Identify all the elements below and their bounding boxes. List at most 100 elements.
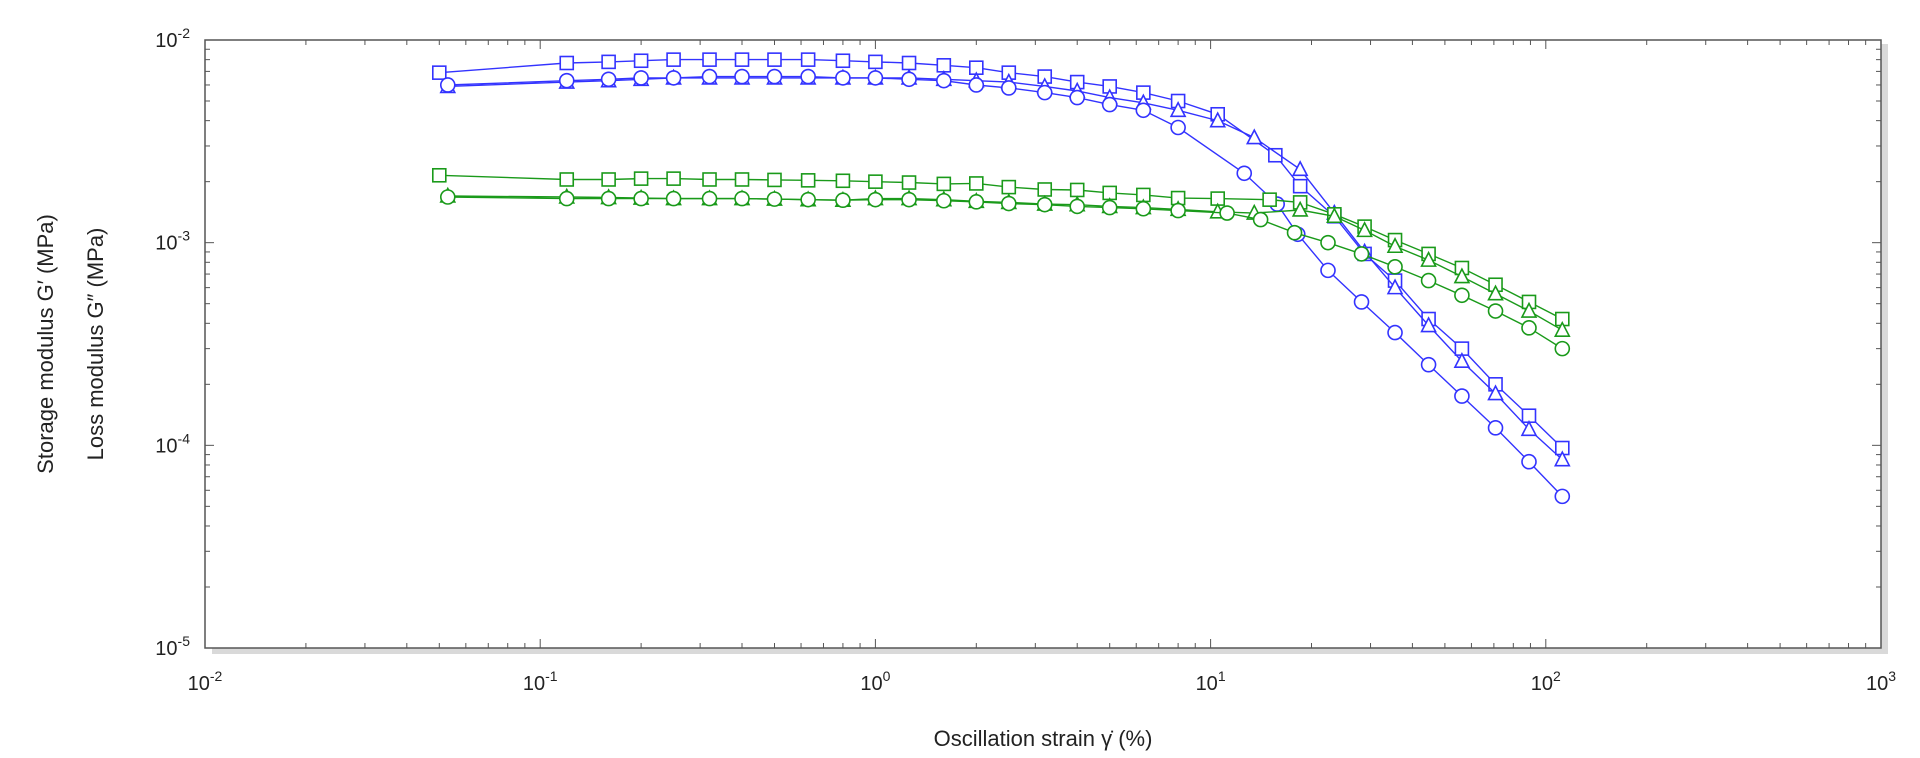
data-point-circle [867,191,884,208]
y-axis-title-storage: Storage modulus G′ (MPa) [33,214,58,474]
x-tick-label: 103 [1866,668,1896,695]
data-point-circle [701,68,718,85]
data-point-triangle [1520,420,1538,437]
y-tick-label: 10-2 [155,25,190,52]
x-tick-label: 102 [1531,668,1561,695]
y-tick-label-base: 10 [155,638,177,660]
data-point-circle [1521,320,1537,336]
data-point-square [800,52,816,67]
y-tick-label: 10-5 [155,633,190,660]
data-point-circle [734,190,750,207]
data-point-circle [665,70,682,86]
data-point-square [969,176,984,191]
data-point-circle [439,77,456,93]
data-point-circle [968,77,985,93]
data-point-circle [1069,89,1086,106]
data-point-triangle [1169,101,1187,118]
data-point-circle [1286,224,1303,241]
data-point-square [666,52,681,67]
x-tick-label: 10-2 [188,668,223,695]
data-point-square [868,54,883,70]
y-tick-label-base: 10 [155,435,177,457]
x-tick-label: 10-1 [523,668,558,695]
series-layer [431,52,1571,505]
data-point-circle [1036,84,1053,101]
data-point-circle [1387,324,1403,341]
data-point-square [1262,192,1277,207]
x-axis-title: Oscillation strain γ̇ (%) [934,726,1153,751]
data-point-square [734,172,750,187]
data-point-circle [1252,211,1269,228]
series-loss-square [431,167,1570,327]
x-tick-label-exponent: 0 [883,668,891,684]
data-point-triangle [1420,250,1437,267]
x-tick-label: 100 [860,668,890,695]
data-point-square [633,171,649,186]
x-tick-label-exponent: -1 [545,668,558,684]
data-point-circle [1036,196,1053,213]
data-point-triangle [1386,278,1404,295]
data-point-square [800,173,816,188]
data-point-circle [665,190,682,207]
data-point-square [868,174,883,189]
x-tick-label-base: 10 [1866,673,1888,695]
data-point-circle [1353,294,1370,310]
x-tick-label-exponent: -2 [210,668,223,684]
data-point-circle [1000,80,1017,96]
data-point-circle [1554,488,1571,505]
y-tick-label: 10-3 [155,228,190,255]
data-point-circle [835,70,851,86]
x-tick-labels: 10-2 10-1 100 101 102 103 [188,668,1897,695]
data-point-circle [766,68,783,85]
data-point-triangle [1487,284,1504,301]
data-point-circle [1353,246,1370,262]
y-tick-label: 10-4 [155,430,190,457]
data-point-circle [968,194,985,210]
data-point-triangle [1291,200,1309,217]
data-point-circle [1454,388,1470,404]
axis-ticks [204,40,1881,649]
x-tick-label-base: 10 [1531,673,1553,695]
data-point-triangle [1453,351,1471,369]
data-point-circle [633,190,649,207]
x-tick-label: 101 [1196,668,1226,695]
data-point-circle [1320,234,1336,251]
data-point-circle [1387,259,1403,275]
data-point-square [835,173,851,189]
data-point-square [1037,182,1053,197]
data-point-circle [1236,165,1253,182]
data-point-triangle [1553,320,1571,337]
data-point-triangle [1245,128,1263,145]
data-point-circle [734,68,750,85]
data-point-square [633,53,649,69]
data-point-circle [1170,119,1186,136]
data-point-circle [936,72,952,89]
x-tick-label-base: 10 [860,673,882,695]
data-point-triangle [1487,384,1504,401]
data-point-square [601,54,616,70]
data-point-circle [1101,199,1118,216]
data-point-circle [1069,198,1086,215]
data-point-circle [600,71,617,88]
data-point-square [936,58,952,73]
data-point-circle [701,190,718,207]
data-point-circle [901,191,917,208]
data-point-square [666,171,681,186]
data-point-circle [1000,195,1017,212]
data-point-square [901,175,917,190]
data-point-triangle [1386,237,1404,254]
data-point-circle [558,190,575,207]
data-point-circle [1454,287,1470,304]
data-point-square [835,53,851,69]
data-point-circle [800,68,816,85]
data-point-square [601,172,616,187]
data-point-square [1268,147,1283,163]
series-loss-circle [439,189,1571,357]
data-point-square [1069,182,1085,198]
data-point-triangle [1326,207,1343,224]
data-point-triangle [1356,221,1373,238]
data-point-circle [1320,262,1336,279]
x-tick-label-base: 10 [523,673,545,695]
data-point-square [702,52,717,67]
